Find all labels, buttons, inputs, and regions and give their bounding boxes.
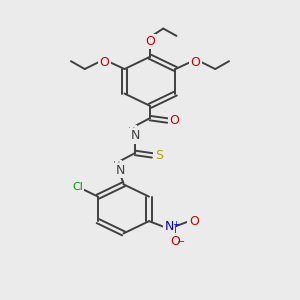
- Text: H: H: [128, 127, 135, 136]
- Text: O: O: [189, 215, 199, 228]
- Text: N: N: [116, 164, 125, 177]
- Text: O: O: [100, 56, 110, 69]
- Text: Cl: Cl: [72, 182, 83, 192]
- Text: O: O: [145, 35, 155, 48]
- Text: +: +: [172, 220, 179, 229]
- Text: H: H: [113, 161, 121, 171]
- Text: S: S: [155, 149, 163, 162]
- Text: O: O: [169, 114, 179, 127]
- Text: N: N: [130, 129, 140, 142]
- Text: O: O: [170, 235, 180, 248]
- Text: −: −: [177, 237, 185, 247]
- Text: O: O: [190, 56, 200, 69]
- Text: N: N: [164, 220, 174, 233]
